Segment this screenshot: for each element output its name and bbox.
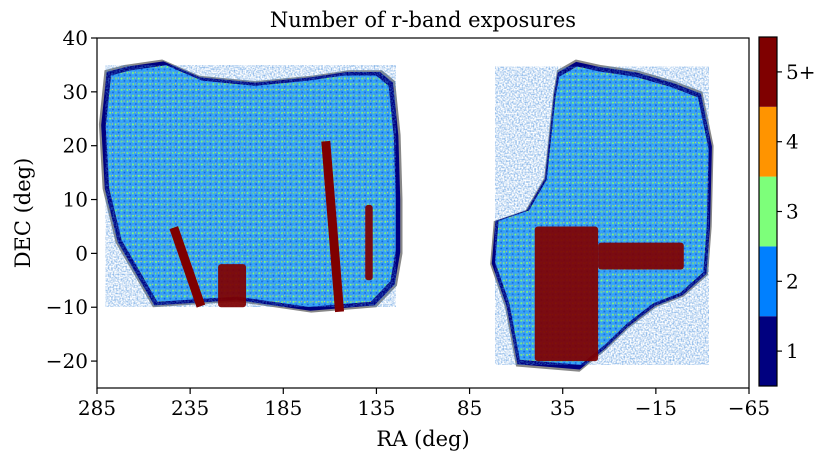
plot-area [98, 59, 714, 372]
colorbar-frame [758, 36, 778, 387]
x-axis: 285 235 185 135 85 35 −15 −65 [78, 388, 770, 420]
deep-patch [218, 264, 247, 308]
y-axis-label: DEC (deg) [11, 158, 35, 269]
y-tick-label: 30 [63, 80, 88, 104]
deep-stripe-horizontal [598, 242, 684, 270]
y-tick-label: 10 [63, 188, 88, 212]
colorbar: 1 2 3 4 5+ [758, 36, 815, 387]
y-tick-label: 20 [63, 134, 88, 158]
y-tick-label: −20 [46, 349, 88, 373]
colorbar-label: 2 [786, 269, 799, 293]
x-axis-label: RA (deg) [376, 427, 469, 451]
plot-frame [96, 37, 750, 389]
x-tick-label: 85 [457, 396, 482, 420]
y-axis: 40 30 20 10 0 −10 −20 [46, 26, 97, 373]
colorbar-segment [759, 106, 777, 177]
x-tick-label: 185 [264, 396, 302, 420]
colorbar-segment [759, 246, 777, 317]
y-tick-label: 0 [75, 241, 88, 265]
deep-stripe-diagonal [169, 226, 206, 308]
regions-layer [98, 59, 714, 372]
north-galactic-cap-texture [105, 65, 396, 307]
x-tick-label: −65 [728, 396, 770, 420]
chart-title: Number of r-band exposures [270, 8, 576, 32]
x-tick-label: 135 [357, 396, 395, 420]
colorbar-segment [759, 37, 777, 107]
x-tick-label: 35 [550, 396, 575, 420]
colorbar-label: 1 [786, 339, 799, 363]
colorbar-label: 4 [786, 130, 799, 154]
x-tick-label: −15 [635, 396, 677, 420]
deep-patch [365, 204, 373, 281]
y-tick-label: −10 [46, 295, 88, 319]
south-galactic-cap-texture [495, 66, 709, 365]
x-tick-label: 285 [78, 396, 116, 420]
y-tick-label: 40 [63, 26, 88, 50]
colorbar-label: 5+ [786, 60, 815, 84]
colorbar-segment [759, 316, 777, 386]
features-layer [169, 140, 684, 362]
colorbar-segment [759, 176, 777, 247]
x-tick-label: 235 [171, 396, 209, 420]
colorbar-label: 3 [786, 200, 799, 224]
deep-region [534, 226, 599, 362]
deep-stripe-diagonal [321, 140, 345, 313]
